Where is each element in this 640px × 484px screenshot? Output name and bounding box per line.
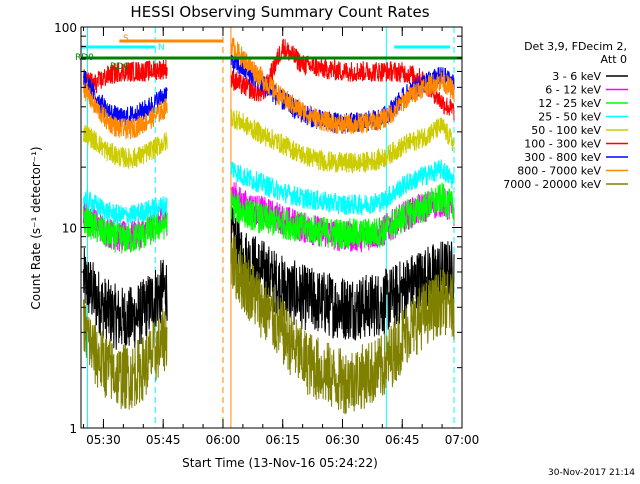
series-line-8	[83, 234, 455, 415]
x-tick-label: 06:15	[265, 433, 300, 447]
chart-title: HESSI Observing Summary Count Rates	[130, 3, 429, 21]
legend-entry-label: 300 - 800 keV	[524, 151, 601, 164]
legend-entry-label: 3 - 6 keV	[552, 70, 601, 83]
x-tick-label: 05:45	[146, 433, 181, 447]
series-line-2	[83, 182, 455, 254]
generated-timestamp: 30-Nov-2017 21:14	[548, 468, 635, 478]
x-tick-label: 05:30	[86, 433, 121, 447]
legend-header-line-2: Att 0	[601, 53, 627, 66]
legend-entry-label: 7000 - 20000 keV	[503, 178, 601, 191]
y-axis-label: Count Rate (s⁻¹ detector⁻¹)	[29, 146, 43, 309]
legend-entry-label: 6 - 12 keV	[545, 84, 601, 97]
x-tick-label: 06:00	[206, 433, 241, 447]
flag-label: S	[123, 34, 129, 44]
x-tick-label: 06:30	[325, 433, 360, 447]
legend-entry-label: 800 - 7000 keV	[517, 165, 601, 178]
y-tick-label: 100	[54, 21, 77, 35]
y-tick-label: 1	[69, 422, 77, 436]
flag-label: RD6	[110, 62, 129, 72]
series-line-4	[83, 109, 455, 174]
y-tick-label: 10	[62, 222, 77, 236]
flag-label: N	[158, 43, 165, 53]
legend-entry-label: 50 - 100 keV	[531, 124, 601, 137]
axes: 05:30 05:45 06:00 06:15 06:30 06:45 07:00 1 10 10…	[54, 21, 479, 447]
x-tick-label: 07:00	[445, 433, 480, 447]
legend-entry-label: 100 - 300 keV	[524, 138, 601, 151]
legend-header-line-1: Det 3,9, FDecim 2,	[524, 40, 627, 53]
x-tick-label: 06:45	[385, 433, 420, 447]
series-line-3	[83, 159, 455, 226]
legend-entry-label: 25 - 50 keV	[538, 111, 601, 124]
legend-entry-label: 12 - 25 keV	[538, 97, 601, 110]
series-layer	[83, 37, 455, 415]
x-axis-label: Start Time (13-Nov-16 05:24:22)	[182, 456, 378, 470]
series-line-7	[83, 37, 455, 140]
